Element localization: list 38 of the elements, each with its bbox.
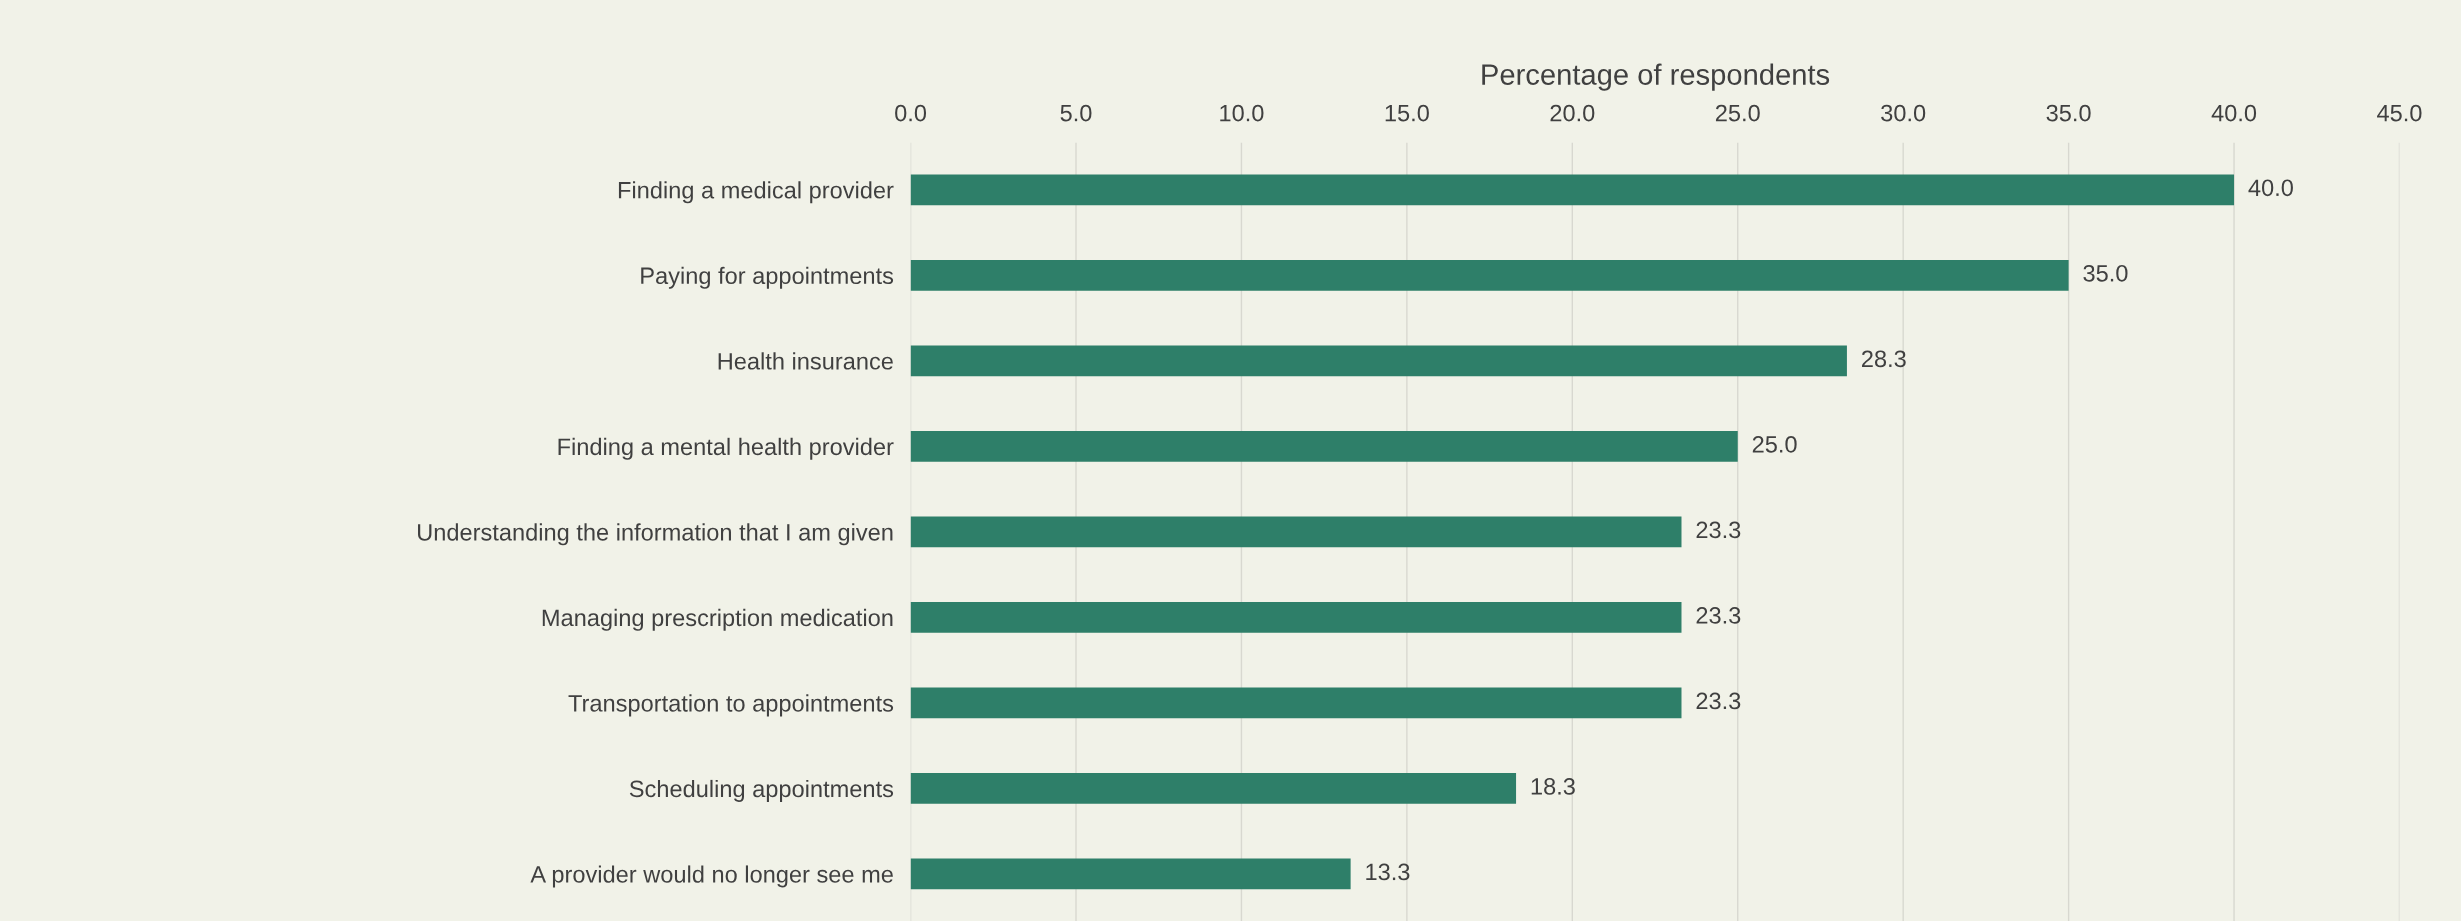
x-tick-label: 35.0: [2046, 104, 2091, 122]
data-label: 25.0: [1752, 435, 1797, 453]
x-tick-label: 45.0: [2377, 104, 2422, 122]
bar: [910, 259, 2069, 291]
bar: [910, 174, 2235, 206]
data-label: 23.3: [1696, 692, 1741, 710]
y-tick-label: Paying for appointments: [641, 266, 894, 289]
bar: [910, 858, 1351, 890]
y-tick-label: Transportation to appointments: [568, 694, 894, 717]
y-tick-label: Finding a mental health provider: [558, 437, 894, 460]
x-tick-label: 0.0: [895, 104, 927, 122]
x-axis-title: Percentage of respondents: [1482, 63, 1830, 91]
data-label: 35.0: [2083, 264, 2128, 282]
data-label: 18.3: [1531, 778, 1575, 795]
x-tick-label: 30.0: [1881, 104, 1926, 122]
bar: [910, 687, 1682, 719]
x-tick-label: 5.0: [1060, 104, 1092, 122]
x-tick-label: 20.0: [1550, 104, 1595, 122]
bar: [910, 773, 1517, 804]
bar: [910, 516, 1682, 548]
y-tick-label: Managing prescription medication: [542, 608, 893, 631]
y-tick-label: Health insurance: [718, 352, 893, 370]
x-tick-label: 40.0: [2211, 104, 2257, 122]
x-tick-label: 15.0: [1385, 104, 1429, 122]
data-label: 28.3: [1862, 350, 1906, 368]
x-tick-label: 25.0: [1715, 104, 1760, 122]
data-label: 40.0: [2248, 179, 2293, 197]
bar: [910, 430, 1738, 462]
x-tick-label: 10.0: [1220, 104, 1264, 122]
bar: [910, 345, 1847, 377]
y-tick-label: A provider would no longer see me: [530, 865, 893, 888]
y-tick-label: Understanding the information that I am given: [418, 523, 893, 546]
data-label: 13.3: [1366, 863, 1410, 881]
y-tick-label: Scheduling appointments: [629, 779, 894, 802]
y-tick-label: Finding a medical provider: [618, 181, 894, 204]
bar: [910, 602, 1682, 633]
data-label: 23.3: [1696, 521, 1741, 539]
data-label: 23.3: [1696, 607, 1741, 624]
